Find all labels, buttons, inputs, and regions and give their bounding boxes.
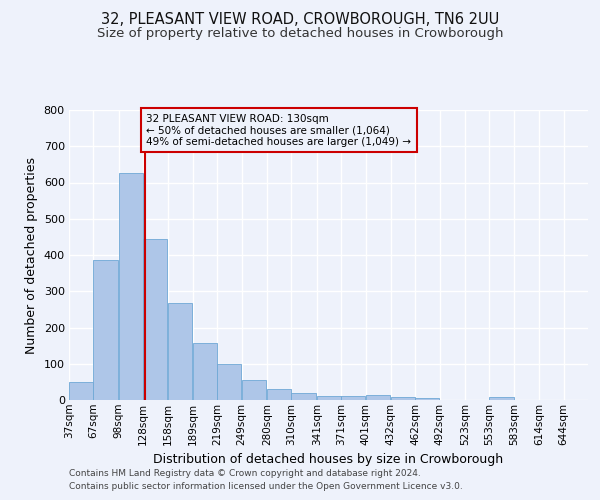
Text: Contains public sector information licensed under the Open Government Licence v3: Contains public sector information licen… <box>69 482 463 491</box>
Bar <box>341 396 365 400</box>
Bar <box>217 364 241 400</box>
Text: 32 PLEASANT VIEW ROAD: 130sqm
← 50% of detached houses are smaller (1,064)
49% o: 32 PLEASANT VIEW ROAD: 130sqm ← 50% of d… <box>146 114 412 147</box>
Bar <box>317 396 341 400</box>
Bar <box>242 380 266 400</box>
Bar <box>167 303 192 400</box>
Bar <box>415 398 439 400</box>
Y-axis label: Number of detached properties: Number of detached properties <box>25 156 38 354</box>
Bar <box>490 397 514 400</box>
Bar <box>119 174 143 400</box>
X-axis label: Distribution of detached houses by size in Crowborough: Distribution of detached houses by size … <box>154 453 503 466</box>
Bar <box>365 395 390 400</box>
Bar <box>69 382 93 400</box>
Bar <box>193 344 217 400</box>
Bar <box>292 394 316 400</box>
Text: Contains HM Land Registry data © Crown copyright and database right 2024.: Contains HM Land Registry data © Crown c… <box>69 468 421 477</box>
Bar <box>143 240 167 400</box>
Bar <box>391 397 415 400</box>
Bar <box>267 389 291 400</box>
Text: 32, PLEASANT VIEW ROAD, CROWBOROUGH, TN6 2UU: 32, PLEASANT VIEW ROAD, CROWBOROUGH, TN6… <box>101 12 499 28</box>
Text: Size of property relative to detached houses in Crowborough: Size of property relative to detached ho… <box>97 28 503 40</box>
Bar <box>94 260 118 400</box>
